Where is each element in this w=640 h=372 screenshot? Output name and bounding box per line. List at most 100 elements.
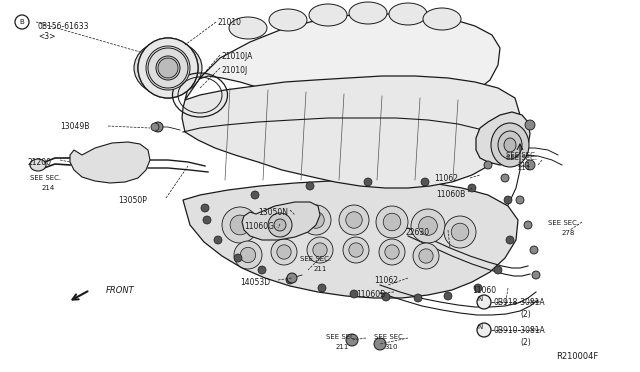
Text: (2): (2) — [520, 338, 531, 347]
Ellipse shape — [309, 4, 347, 26]
Text: 211: 211 — [518, 162, 531, 168]
Polygon shape — [182, 76, 520, 188]
Circle shape — [524, 221, 532, 229]
Text: 0B918-3081A: 0B918-3081A — [494, 298, 546, 307]
Text: 13049B: 13049B — [60, 122, 90, 131]
Text: 11060B: 11060B — [436, 190, 465, 199]
Circle shape — [419, 249, 433, 263]
Circle shape — [222, 207, 258, 243]
Circle shape — [301, 205, 331, 235]
Circle shape — [374, 338, 386, 350]
Text: B: B — [20, 19, 24, 25]
Text: R210004F: R210004F — [556, 352, 598, 361]
Ellipse shape — [229, 17, 267, 39]
Circle shape — [269, 213, 287, 231]
Polygon shape — [183, 180, 518, 298]
Circle shape — [346, 334, 358, 346]
Circle shape — [262, 206, 294, 238]
Text: 11062: 11062 — [374, 276, 398, 285]
Circle shape — [382, 293, 390, 301]
Polygon shape — [185, 14, 500, 112]
Text: FRONT: FRONT — [106, 286, 135, 295]
Circle shape — [318, 284, 326, 292]
Text: SEE SEC.: SEE SEC. — [506, 152, 537, 158]
Circle shape — [451, 223, 468, 241]
Circle shape — [138, 38, 198, 98]
Circle shape — [364, 178, 372, 186]
Circle shape — [379, 239, 405, 265]
Circle shape — [268, 213, 292, 237]
Text: 214: 214 — [42, 185, 55, 191]
Text: 21010JA: 21010JA — [222, 52, 253, 61]
Text: 310: 310 — [384, 344, 397, 350]
Text: 211: 211 — [314, 266, 328, 272]
Circle shape — [525, 160, 535, 170]
Text: 211: 211 — [518, 165, 531, 171]
Circle shape — [148, 48, 188, 88]
Text: 211: 211 — [336, 344, 349, 350]
Text: N: N — [477, 296, 483, 302]
Text: 21010J: 21010J — [222, 66, 248, 75]
Text: SEE SEC.: SEE SEC. — [374, 334, 405, 340]
Circle shape — [532, 271, 540, 279]
Circle shape — [313, 243, 327, 257]
Circle shape — [306, 182, 314, 190]
Circle shape — [411, 209, 445, 243]
Ellipse shape — [491, 123, 529, 167]
Ellipse shape — [504, 138, 516, 152]
Circle shape — [516, 196, 524, 204]
Circle shape — [234, 254, 242, 262]
Ellipse shape — [30, 159, 46, 171]
Ellipse shape — [349, 2, 387, 24]
Circle shape — [203, 216, 211, 224]
Circle shape — [271, 239, 297, 265]
Circle shape — [444, 216, 476, 248]
Text: N: N — [477, 324, 483, 330]
Circle shape — [339, 205, 369, 235]
Text: SEE SEC.: SEE SEC. — [30, 175, 61, 181]
Text: SEE SEC.: SEE SEC. — [326, 334, 357, 340]
Circle shape — [525, 120, 535, 130]
Text: (2): (2) — [520, 310, 531, 319]
Text: SEE SEC.: SEE SEC. — [300, 256, 331, 262]
Ellipse shape — [498, 131, 522, 159]
Text: 21200: 21200 — [28, 158, 52, 167]
Text: 11060G: 11060G — [244, 222, 274, 231]
Text: 13050N: 13050N — [258, 208, 288, 217]
Circle shape — [468, 184, 476, 192]
Text: 11062: 11062 — [434, 174, 458, 183]
Circle shape — [343, 237, 369, 263]
Circle shape — [504, 196, 512, 204]
Circle shape — [146, 46, 190, 90]
Circle shape — [501, 174, 509, 182]
Text: 11060: 11060 — [472, 286, 496, 295]
Circle shape — [419, 217, 437, 235]
Circle shape — [477, 295, 491, 309]
Ellipse shape — [389, 3, 427, 25]
Circle shape — [201, 204, 209, 212]
Text: 21010: 21010 — [218, 18, 242, 27]
Circle shape — [385, 245, 399, 259]
Circle shape — [240, 247, 256, 263]
Circle shape — [151, 123, 159, 131]
Circle shape — [506, 236, 514, 244]
Circle shape — [530, 246, 538, 254]
Circle shape — [444, 292, 452, 300]
Circle shape — [484, 161, 492, 169]
Circle shape — [474, 284, 482, 292]
Circle shape — [421, 178, 429, 186]
Circle shape — [414, 294, 422, 302]
Circle shape — [383, 213, 401, 231]
Circle shape — [214, 236, 222, 244]
Text: 14053D: 14053D — [240, 278, 270, 287]
Circle shape — [477, 323, 491, 337]
Circle shape — [346, 212, 362, 228]
Circle shape — [308, 212, 324, 228]
Circle shape — [251, 191, 259, 199]
Ellipse shape — [134, 41, 202, 96]
Polygon shape — [70, 142, 150, 183]
Circle shape — [138, 38, 198, 98]
Text: 0B910-3081A: 0B910-3081A — [494, 326, 546, 335]
Ellipse shape — [423, 8, 461, 30]
Ellipse shape — [269, 9, 307, 31]
